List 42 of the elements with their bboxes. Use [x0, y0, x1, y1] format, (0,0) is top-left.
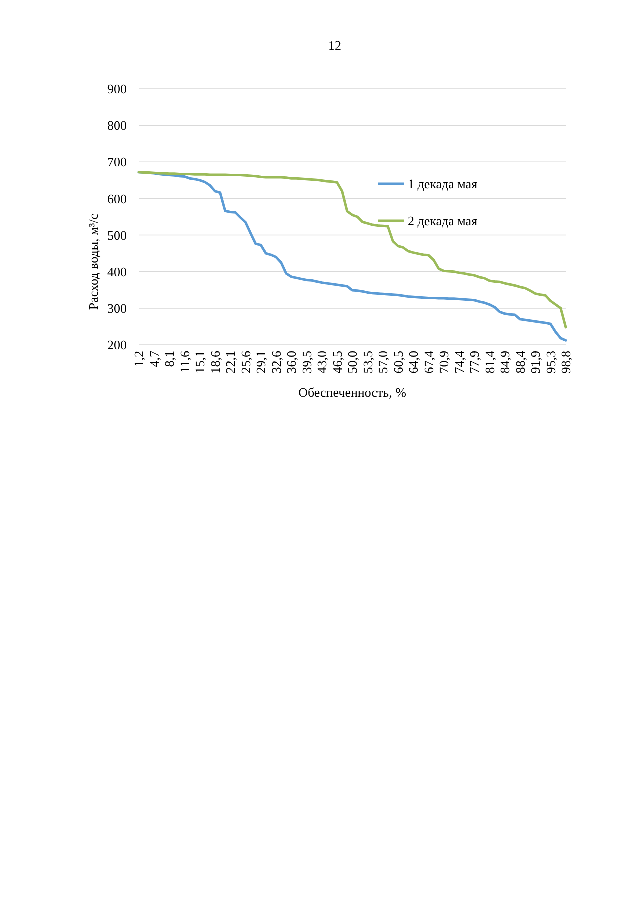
text: 12	[328, 38, 342, 53]
x-tick-label: 36,0	[284, 351, 300, 374]
x-tick-label: 46,5	[330, 351, 345, 374]
y-tick-label: 500	[108, 228, 127, 243]
x-tick-label: 39,5	[299, 351, 314, 374]
y-tick-label: 700	[108, 154, 127, 170]
x-tick-label: 32,6	[268, 350, 284, 374]
x-tick-label: 53,5	[360, 351, 376, 374]
x-tick-label: 77,9	[467, 351, 482, 374]
y-tick-label: 200	[108, 338, 127, 353]
x-tick-label: 64,0	[406, 351, 422, 374]
x-tick-label: 98,8	[558, 351, 574, 374]
legend-label: 2 декада мая	[408, 214, 478, 229]
x-tick-label: 70,9	[436, 351, 452, 374]
x-tick-label: 67,4	[421, 350, 436, 374]
y-tick-label: 300	[108, 300, 127, 316]
x-tick-label: 1,2	[132, 351, 147, 368]
x-tick-label: 22,1	[223, 351, 238, 374]
y-tick-label: 800	[108, 118, 127, 134]
x-axis-title: Обеспеченность, %	[298, 385, 407, 400]
x-tick-label: 11,6	[177, 350, 192, 374]
x-tick-label: 57,0	[376, 351, 391, 374]
x-tick-label: 88,4	[512, 350, 528, 374]
y-tick-label: 600	[108, 191, 127, 206]
x-tick-label: 4,7	[146, 350, 162, 368]
legend-label: 1 декада мая	[408, 176, 478, 192]
x-tick-label: 91,9	[528, 351, 544, 374]
x-tick-label: 25,6	[238, 350, 254, 374]
x-tick-label: 8,1	[162, 351, 178, 368]
x-tick-label: 18,6	[208, 350, 223, 374]
x-tick-label: 29,1	[254, 351, 269, 374]
x-tick-label: 84,9	[498, 351, 513, 374]
y-tick-label: 400	[108, 264, 127, 280]
y-axis-title: Расход воды, м³/с	[86, 214, 101, 310]
x-tick-label: 15,1	[192, 351, 208, 374]
x-tick-label: 74,4	[452, 350, 467, 374]
x-tick-label: 50,0	[345, 351, 360, 374]
x-tick-label: 81,4	[482, 350, 498, 374]
x-tick-label: 60,5	[390, 351, 406, 374]
x-tick-label: 43,0	[314, 351, 330, 374]
y-tick-label: 900	[108, 82, 127, 97]
x-tick-label: 95,3	[543, 351, 558, 374]
